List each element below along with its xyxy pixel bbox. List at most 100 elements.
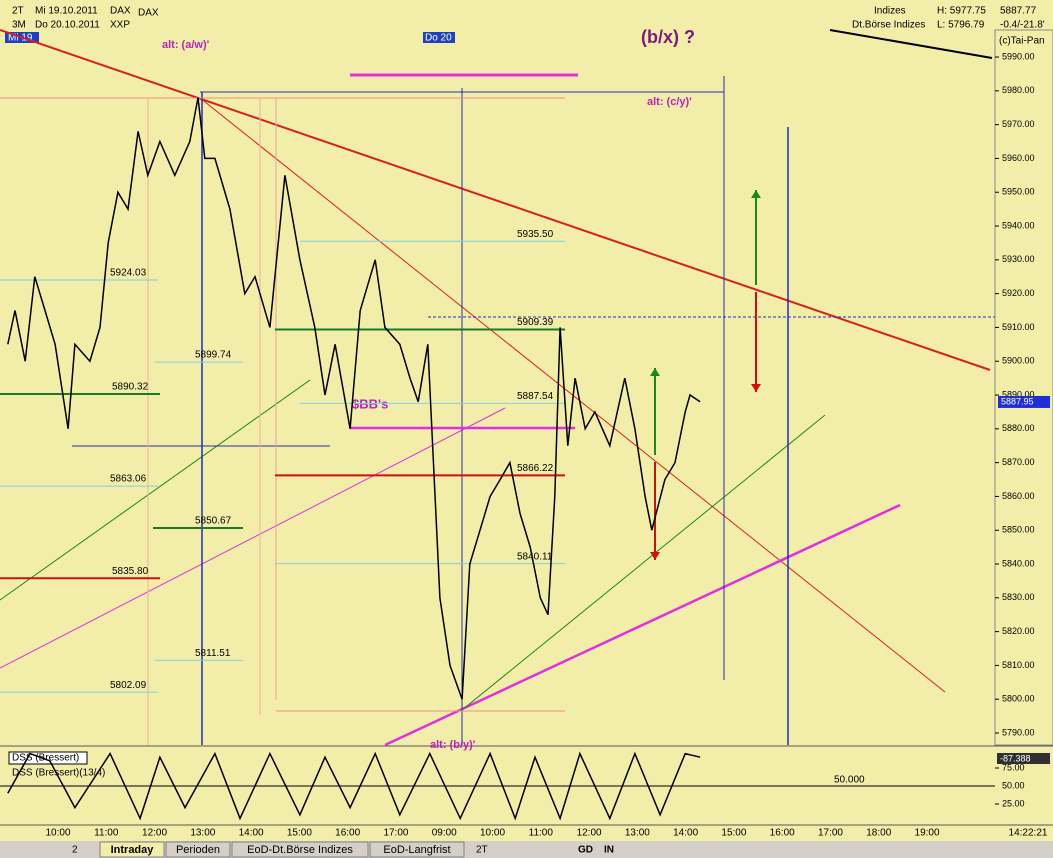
symbol: DAX (110, 6, 131, 17)
x-tick-label: 16:00 (770, 828, 795, 839)
period: 2T (12, 6, 24, 17)
indicator-subtitle: DSS (Bressert)(13/4) (12, 768, 105, 779)
y-tick-label: 5810.00 (1002, 660, 1035, 670)
tab-label[interactable]: Intraday (111, 844, 155, 856)
drawing-line (384, 503, 901, 747)
x-tick-label: 11:00 (529, 828, 554, 839)
indicator-current-box (997, 753, 1050, 764)
price-axis (994, 29, 1053, 746)
day-label: Do 20 (425, 33, 452, 44)
level-label: 5850.67 (195, 516, 232, 527)
level-label: 5863.06 (110, 474, 147, 485)
high: H: 5977.75 (937, 6, 986, 17)
y-tick-label: 5870.00 (1002, 457, 1035, 467)
x-tick-label: 14:00 (673, 828, 698, 839)
x-tick-label: 10:00 (45, 828, 70, 839)
y-tick-label: 5980.00 (1002, 85, 1035, 95)
annotation: alt: (a/w)' (162, 39, 210, 51)
arrow-head (751, 190, 761, 198)
level-label: 5802.09 (110, 680, 147, 691)
x-tick-label: 10:00 (480, 828, 505, 839)
date: Do 20.10.2011 (35, 20, 100, 31)
y-tick-label: 5790.00 (1002, 727, 1035, 737)
y-tick-label: 5940.00 (1002, 220, 1035, 230)
drawing-line (461, 414, 826, 711)
y-tick-label: 5920.00 (1002, 288, 1035, 298)
annotation: (b/x) ? (641, 27, 695, 47)
x-tick-label: 12:00 (142, 828, 167, 839)
x-tick-label: 19:00 (915, 828, 940, 839)
drawing-line (199, 97, 946, 693)
indicator-title: DSS (Bressert) (12, 753, 79, 764)
y-tick-label: 5890.00 (1002, 389, 1035, 399)
x-tick-label: 18:00 (866, 828, 891, 839)
drawing-line (0, 379, 311, 601)
y-tick-label: 5900.00 (1002, 356, 1035, 366)
y-tick-label: 5880.00 (1002, 423, 1035, 433)
low: L: 5796.79 (937, 20, 985, 31)
y-tick-label: 5960.00 (1002, 153, 1035, 163)
tab-label[interactable]: EoD-Langfrist (383, 844, 450, 856)
day-marker (423, 32, 455, 43)
y-tick-label: 5840.00 (1002, 558, 1035, 568)
date: Mi 19.10.2011 (35, 6, 98, 17)
group: Indizes (874, 6, 906, 17)
y-tick-label: 5910.00 (1002, 322, 1035, 332)
x-tick-label: 11:00 (94, 828, 119, 839)
level-label: 5811.51 (195, 648, 231, 659)
in-button[interactable]: IN (604, 845, 614, 856)
current-price-label: 5887.95 (1001, 396, 1034, 406)
page-number: 2 (72, 845, 78, 856)
arrow-head (751, 384, 761, 392)
gd-button[interactable]: GD (578, 845, 593, 856)
period-select[interactable]: 2T (476, 845, 488, 856)
level-label: 5935.50 (517, 229, 554, 240)
x-tick-label: 17:00 (383, 828, 408, 839)
y-tick-label: 25.00 (1002, 798, 1025, 808)
annotation: alt: (b/y)' (430, 739, 476, 751)
drawing-line (829, 29, 993, 59)
tabs: Intraday Perioden EoD-Dt.Börse Indizes EoD-… (99, 841, 465, 858)
period: 3M (12, 20, 26, 31)
name: DAX (138, 8, 159, 19)
x-tick-label: 15:00 (721, 828, 746, 839)
level-label: 5866.22 (517, 463, 554, 474)
annotation: alt: (c/y)' (647, 96, 692, 108)
exchange: Dt.Börse Indizes (852, 20, 925, 31)
level-label: 5899.74 (195, 350, 232, 361)
price-line (7, 751, 701, 821)
x-tick-label: 12:00 (577, 828, 602, 839)
level-label: 5890.32 (112, 382, 149, 393)
level-label: 5840.11 (517, 551, 553, 562)
drawing-line (0, 407, 506, 669)
tab-label[interactable]: Perioden (176, 844, 220, 856)
x-tick-label: 15:00 (287, 828, 312, 839)
tab[interactable] (231, 841, 369, 858)
arrow-head (650, 368, 660, 376)
level-label: 50.000 (834, 775, 865, 786)
current-price-box (998, 395, 1050, 408)
tab-label[interactable]: EoD-Dt.Börse Indizes (247, 844, 353, 856)
y-tick-label: 5850.00 (1002, 525, 1035, 535)
arrow-head (650, 552, 660, 560)
day-label: Mi 19 (8, 33, 33, 44)
tab[interactable] (165, 841, 231, 858)
y-tick-label: 5970.00 (1002, 119, 1035, 129)
indicator-current-label: -87.388 (1000, 753, 1031, 763)
y-tick-label: 5990.00 (1002, 51, 1035, 61)
x-tick-label: 17:00 (818, 828, 843, 839)
y-tick-label: 5820.00 (1002, 626, 1035, 636)
tab[interactable] (99, 841, 165, 858)
x-tick-label: 09:00 (432, 828, 457, 839)
level-label: 5909.39 (517, 317, 554, 328)
y-tick-label: 5800.00 (1002, 694, 1035, 704)
tab[interactable] (369, 841, 465, 858)
y-tick-label: 5950.00 (1002, 187, 1035, 197)
level-label: 5887.54 (517, 391, 554, 402)
x-tick-label: 14:00 (239, 828, 264, 839)
x-tick-label: 16:00 (335, 828, 360, 839)
level-label: 5924.03 (110, 268, 147, 279)
drawing-line (0, 29, 991, 371)
y-tick-label: 50.00 (1002, 780, 1025, 790)
